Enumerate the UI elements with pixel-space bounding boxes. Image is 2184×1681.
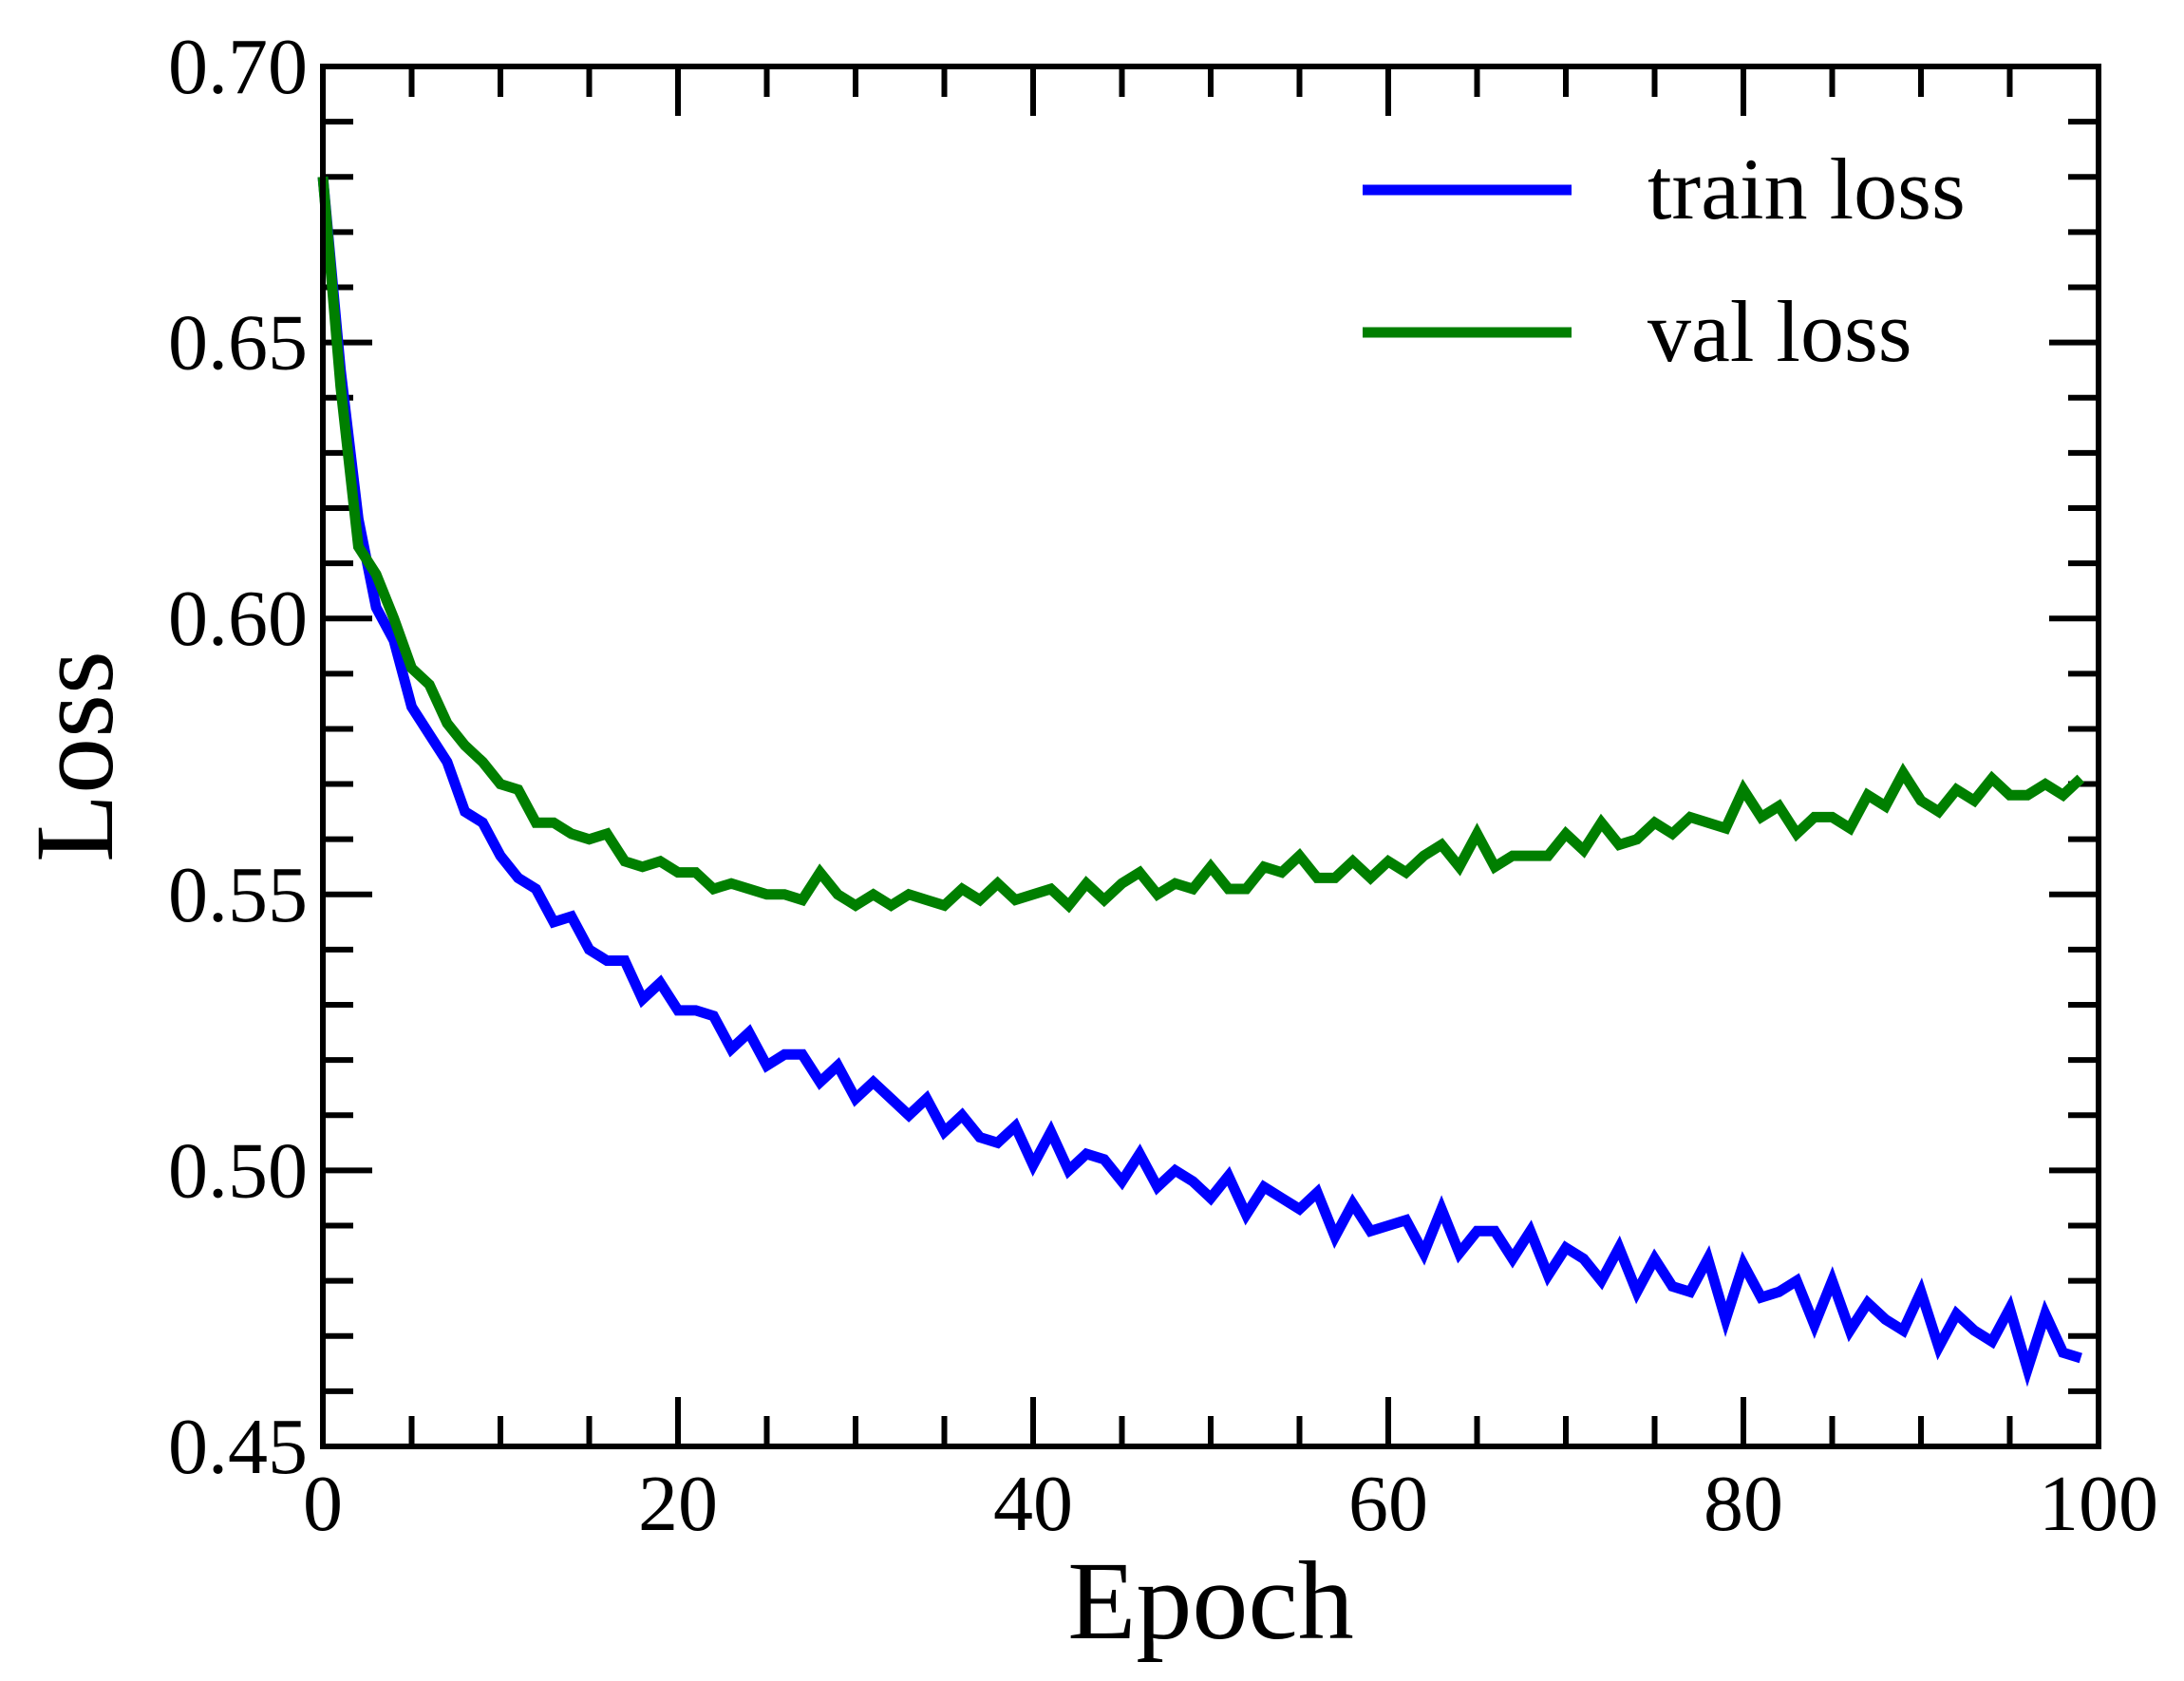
y-tick-label: 0.60: [168, 575, 308, 663]
y-tick-label: 0.65: [168, 299, 308, 387]
ticks-layer: [320, 64, 2101, 1449]
legend-label-train-loss: train loss: [1647, 141, 1966, 237]
y-tick-label: 0.50: [168, 1126, 308, 1215]
x-tick-label: 40: [993, 1460, 1073, 1548]
series-line-val-loss: [317, 176, 2085, 914]
legend: train loss val loss: [1363, 141, 1966, 380]
series-lines: [317, 176, 2085, 1388]
x-axis-label: Epoch: [1067, 1539, 1353, 1663]
y-axis-label: Loss: [12, 651, 137, 862]
plot-frame: [320, 64, 2101, 1449]
series-line-train-loss: [317, 176, 2082, 1388]
x-tick-label: 60: [1348, 1460, 1428, 1548]
legend-label-val-loss: val loss: [1647, 283, 1912, 380]
x-tick-label: 100: [2039, 1460, 2158, 1548]
x-tick-label: 80: [1704, 1460, 1783, 1548]
x-tick-label: 20: [638, 1460, 718, 1548]
tick-labels: 0 20 40 60 80 100 0.45 0.50 0.55 0.60 0.65 0.70: [168, 23, 2158, 1548]
y-tick-label: 0.70: [168, 23, 308, 111]
x-tick-label: 0: [303, 1460, 343, 1548]
y-tick-label: 0.45: [168, 1403, 308, 1491]
y-tick-label: 0.55: [168, 851, 308, 939]
